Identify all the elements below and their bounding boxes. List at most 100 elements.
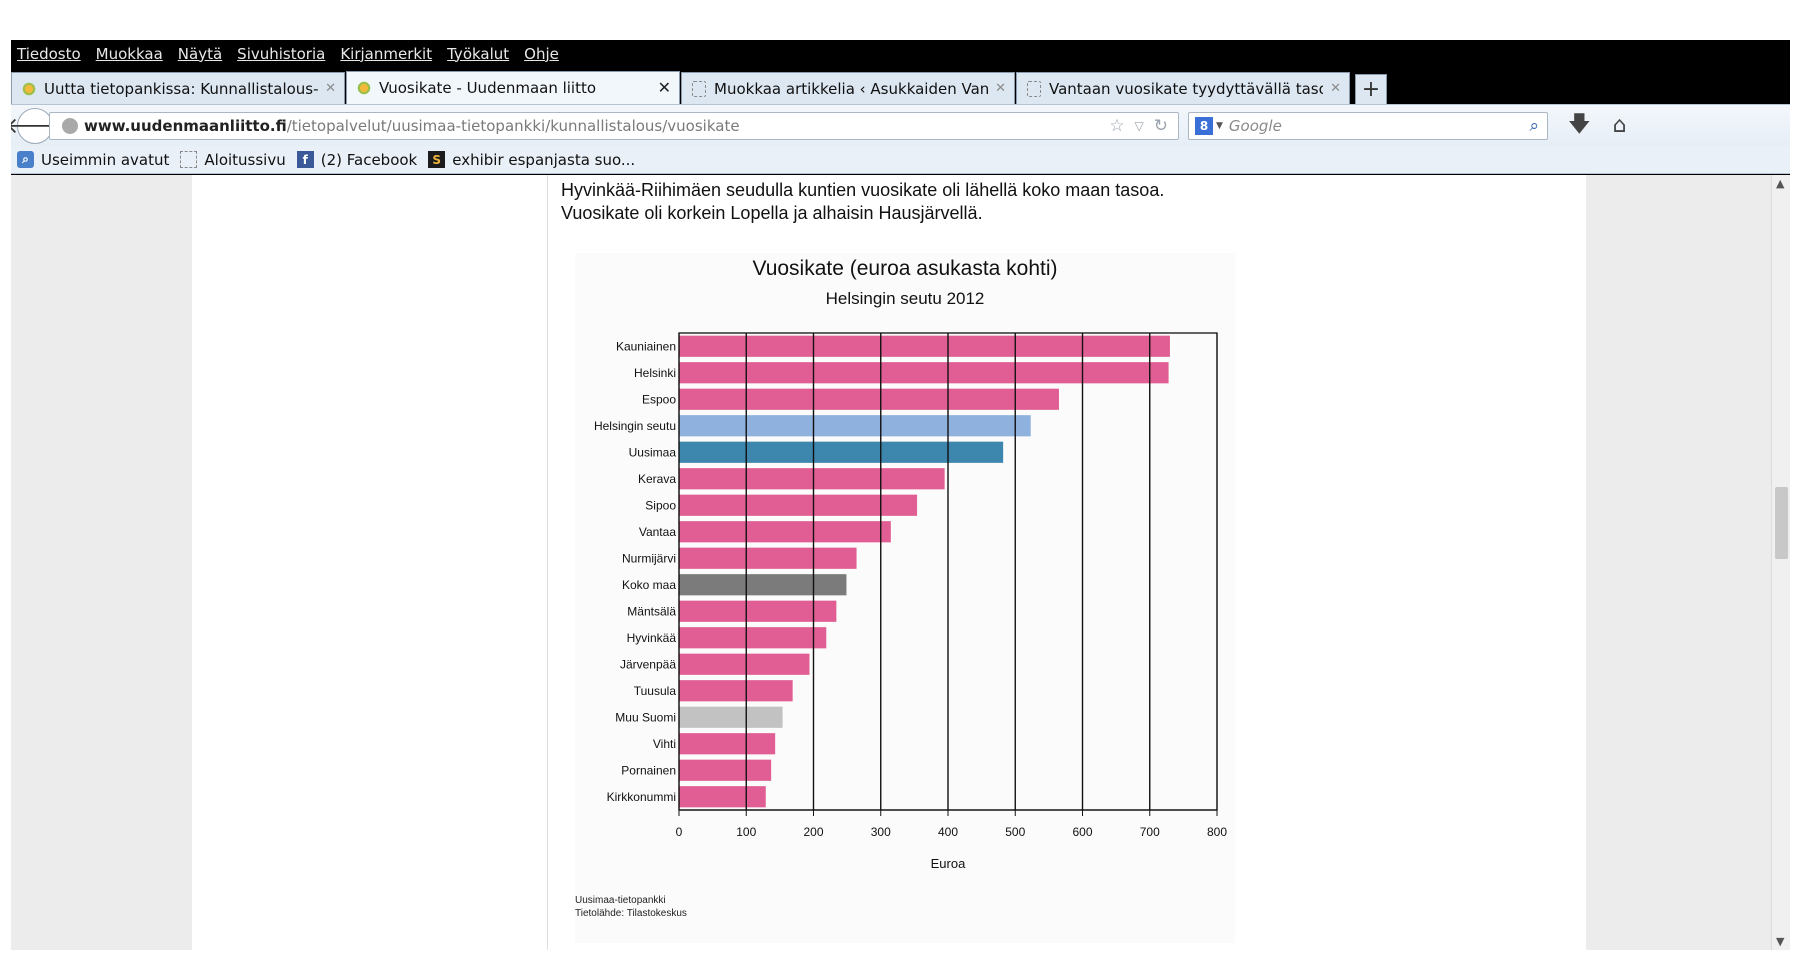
bookmark-label: (2) Facebook	[320, 150, 418, 169]
chart-bar	[679, 759, 772, 781]
tab-label: Vuosikate - Uudenmaan liitto	[379, 79, 597, 97]
bookmark-aloitussivu[interactable]: Aloitussivu	[180, 151, 286, 169]
navigation-bar: 🡐 www.uudenmaanliitto.fi/tietopalvelut/u…	[11, 104, 1790, 146]
scroll-up-icon[interactable]: ▲	[1776, 177, 1785, 190]
globe-icon	[62, 117, 78, 134]
url-path: /tietopalvelut/uusimaa-tietopankki/kunna…	[286, 116, 740, 135]
google-plus-icon[interactable]: 8	[1195, 116, 1213, 135]
bookmark-label: Useimmin avatut	[41, 150, 170, 169]
x-tick-label: 200	[803, 825, 823, 839]
tab-label: Uutta tietopankissa: Kunnallistalous-s..…	[44, 79, 318, 98]
home-icon[interactable]: ⌂	[1612, 113, 1627, 138]
page-content: Hyvinkää-Riihimäen seudulla kuntien vuos…	[192, 175, 1586, 950]
chart-bar	[679, 680, 793, 702]
category-label: Hyvinkää	[627, 631, 677, 645]
content-divider	[547, 175, 548, 950]
chart-bar	[679, 388, 1059, 410]
category-label: Helsinki	[634, 366, 676, 380]
chart-bar	[679, 468, 945, 490]
chart-bar	[679, 653, 810, 675]
reload-icon[interactable]: ↻	[1153, 115, 1168, 136]
chart-bar	[679, 706, 783, 728]
scroll-down-icon[interactable]: ▼	[1776, 935, 1785, 948]
close-icon[interactable]: ✕	[995, 81, 1006, 96]
intro-line: Vuosikate oli korkein Lopella ja alhaisi…	[561, 203, 983, 223]
article-intro: Hyvinkää-Riihimäen seudulla kuntien vuos…	[561, 179, 1164, 225]
search-icon[interactable]: ⌕	[1529, 115, 1539, 136]
dropdown-arrow-icon[interactable]: ▽	[1134, 118, 1144, 133]
x-tick-label: 500	[1005, 825, 1025, 839]
menu-muokkaa[interactable]: Muokkaa	[95, 44, 163, 63]
facebook-icon: f	[296, 151, 314, 168]
x-tick-label: 100	[736, 825, 756, 839]
bookmark-exhibir[interactable]: S exhibir espanjasta suo...	[428, 151, 635, 169]
sun-icon	[20, 80, 38, 98]
category-label: Uusimaa	[629, 445, 677, 459]
sun-icon	[355, 79, 373, 97]
page-viewport: Hyvinkää-Riihimäen seudulla kuntien vuos…	[11, 175, 1790, 950]
category-label: Nurmijärvi	[622, 551, 676, 565]
chart-bar	[679, 494, 918, 516]
star-icon[interactable]: ☆	[1109, 115, 1125, 136]
menu-bar: Tiedosto Muokkaa Näytä Sivuhistoria Kirj…	[11, 40, 574, 67]
close-icon[interactable]: ✕	[1330, 81, 1341, 96]
chart-bar	[679, 415, 1031, 437]
category-label: Mäntsälä	[627, 604, 676, 618]
search-placeholder: Google	[1228, 116, 1282, 135]
chart-subtitle: Helsingin seutu 2012	[825, 289, 985, 308]
intro-line: Hyvinkää-Riihimäen seudulla kuntien vuos…	[561, 180, 1165, 200]
chart-bar	[679, 547, 857, 569]
menu-ohje[interactable]: Ohje	[524, 44, 559, 63]
category-label: Järvenpää	[620, 657, 676, 671]
bookmark-most-visited[interactable]: ⌕ Useimmin avatut	[17, 151, 169, 169]
x-tick-label: 300	[871, 825, 891, 839]
menu-kirjanmerkit[interactable]: Kirjanmerkit	[340, 44, 433, 63]
category-label: Tuusula	[634, 684, 677, 698]
new-tab-button[interactable]: +	[1355, 74, 1387, 104]
vuosikate-chart: Vuosikate (euroa asukasta kohti) Helsing…	[575, 253, 1235, 943]
bookmark-label: exhibir espanjasta suo...	[452, 150, 636, 169]
close-icon[interactable]: ✕	[325, 81, 336, 96]
tab-uutta-tietopankissa[interactable]: Uutta tietopankissa: Kunnallistalous-s..…	[11, 72, 345, 104]
source-line: Uusimaa-tietopankki	[575, 895, 666, 906]
category-label: Kauniainen	[616, 339, 676, 353]
category-label: Espoo	[642, 392, 676, 406]
chart-bar	[679, 441, 1004, 463]
scrollbar-thumb[interactable]	[1775, 487, 1788, 559]
search-bar[interactable]: 8 ▼ Google ⌕	[1188, 111, 1548, 140]
tab-muokkaa-artikkelia[interactable]: Muokkaa artikkelia ‹ Asukkaiden Vant... …	[681, 72, 1015, 104]
most-visited-icon: ⌕	[17, 151, 34, 168]
source-line: Tietolähde: Tilastokeskus	[575, 908, 687, 919]
chart-title: Vuosikate (euroa asukasta kohti)	[752, 257, 1058, 280]
category-label: Vihti	[653, 737, 676, 751]
menu-tyokalut[interactable]: Työkalut	[447, 44, 510, 63]
tab-vuosikate[interactable]: Vuosikate - Uudenmaan liitto ✕	[346, 71, 680, 104]
menu-nayta[interactable]: Näytä	[177, 44, 223, 63]
menu-sivuhistoria[interactable]: Sivuhistoria	[237, 44, 326, 63]
url-domain: www.uudenmaanliitto.fi	[84, 116, 287, 135]
bookmark-facebook[interactable]: f (2) Facebook	[296, 150, 418, 169]
chevron-down-icon[interactable]: ▼	[1216, 120, 1223, 131]
tab-strip: Uutta tietopankissa: Kunnallistalous-s..…	[11, 70, 1790, 104]
tab-label: Muokkaa artikkelia ‹ Asukkaiden Vant...	[714, 79, 988, 98]
category-label: Sipoo	[645, 498, 676, 512]
page-icon	[690, 80, 708, 98]
chart-bar	[679, 786, 766, 808]
x-tick-label: 800	[1207, 825, 1227, 839]
url-actions: ☆ ▽ ↻	[1109, 116, 1168, 136]
category-label: Kerava	[638, 472, 676, 486]
s-icon: S	[428, 151, 446, 168]
vertical-scrollbar[interactable]: ▲ ▼	[1771, 175, 1790, 950]
download-icon[interactable]: 🡇	[1568, 111, 1591, 137]
bookmarks-bar: ⌕ Useimmin avatut Aloitussivu f (2) Face…	[11, 146, 1790, 174]
chart-plot: Kauniainen Helsinki Espoo Helsingin seutu Uu…	[594, 332, 1227, 871]
address-bar[interactable]: www.uudenmaanliitto.fi/tietopalvelut/uus…	[49, 111, 1179, 140]
url-text: www.uudenmaanliitto.fi/tietopalvelut/uus…	[84, 117, 740, 135]
category-label: Helsingin seutu	[594, 419, 676, 433]
close-icon[interactable]: ✕	[657, 78, 671, 97]
menu-tiedosto[interactable]: Tiedosto	[17, 44, 81, 63]
tab-vantaan-vuosikate[interactable]: Vantaan vuosikate tyydyttävällä tasoll..…	[1016, 72, 1350, 104]
x-tick-label: 700	[1140, 825, 1160, 839]
back-button[interactable]: 🡐	[11, 107, 65, 144]
chart-bar	[679, 733, 776, 755]
